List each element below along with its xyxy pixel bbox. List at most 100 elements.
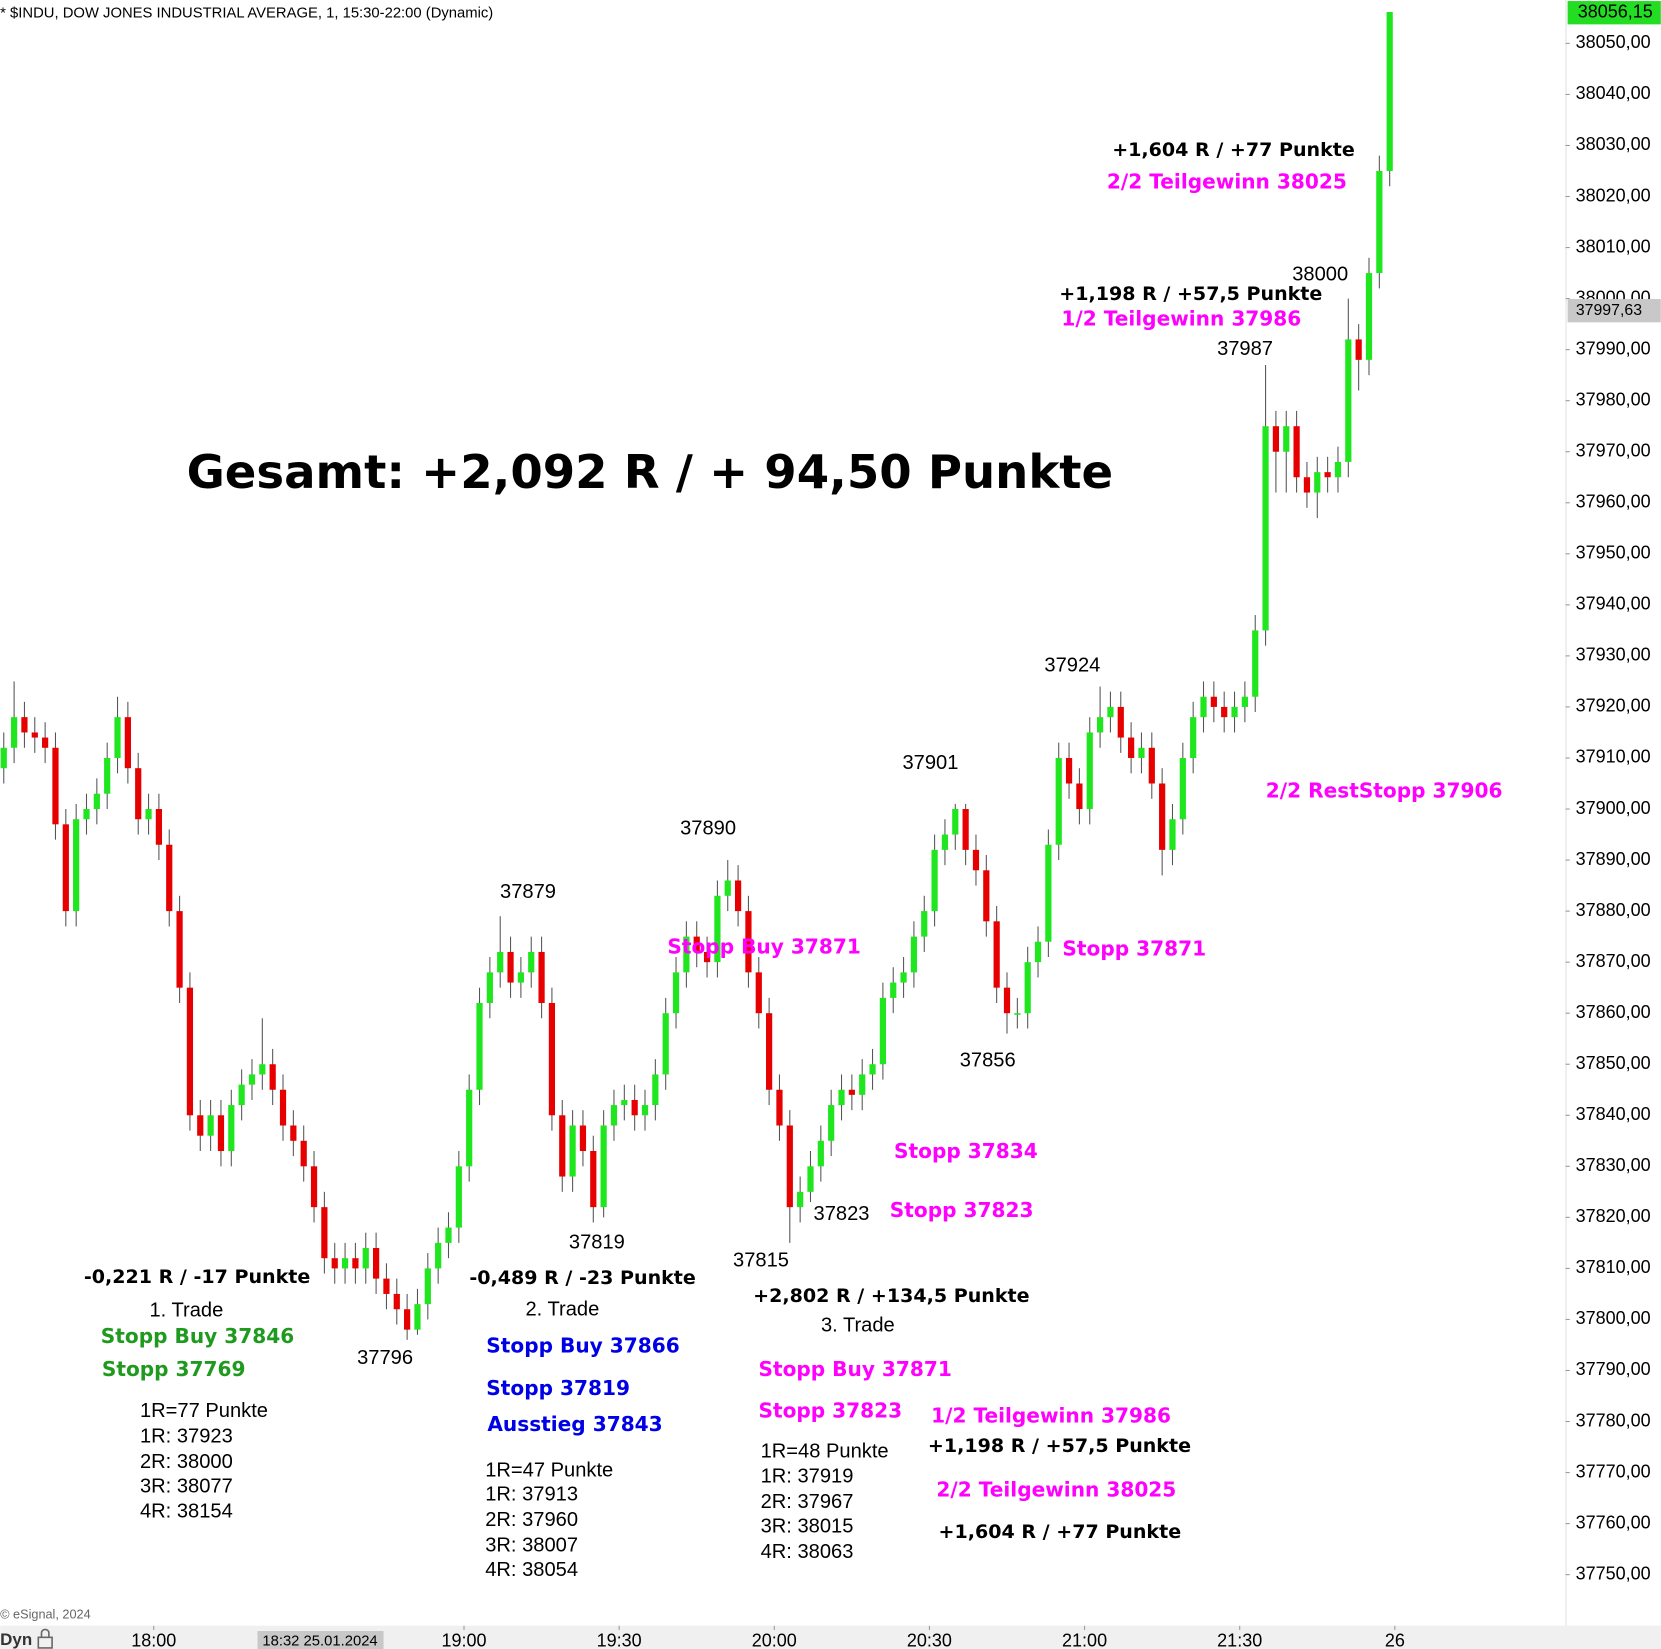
annotation: 1R: 37923 [140, 1425, 233, 1447]
candle-body [1045, 844, 1052, 942]
candle-body [517, 972, 524, 983]
y-tick-label: 37880,00 [1576, 900, 1651, 920]
candle-body [331, 1258, 338, 1269]
candle-body [1107, 706, 1114, 718]
last-price-box [1567, 1, 1661, 25]
y-tick-label: 37930,00 [1576, 645, 1651, 665]
candle-body [652, 1074, 659, 1106]
candle-body [124, 717, 131, 769]
y-tick-label: 37830,00 [1576, 1155, 1651, 1175]
annotation: 37819 [569, 1232, 625, 1254]
candle-body [114, 717, 121, 758]
candle-body [1200, 696, 1207, 718]
candle-body [1231, 706, 1238, 718]
annotation: 37901 [903, 752, 959, 774]
annotation: 2/2 RestStopp 37906 [1266, 779, 1503, 803]
chart-title: * $INDU, DOW JONES INDUSTRIAL AVERAGE, 1… [0, 6, 493, 22]
annotation: 1R=48 Punkte [761, 1440, 889, 1462]
candle-body [341, 1258, 349, 1269]
candle-body [497, 951, 504, 973]
y-tick-label: 38050,00 [1576, 32, 1651, 52]
candle-body [641, 1105, 649, 1116]
candle-body [528, 951, 535, 973]
candle-body [0, 747, 7, 769]
annotation: 1/2 Teilgewinn 37986 [931, 1404, 1171, 1428]
annotation: 38000 [1292, 264, 1348, 286]
candle-body [693, 936, 700, 952]
candle-body [1272, 426, 1280, 452]
candle-body [776, 1089, 783, 1126]
candle-body [1345, 339, 1352, 462]
x-tick-label: 19:00 [441, 1630, 486, 1649]
annotation: Stopp Buy 37866 [486, 1334, 679, 1358]
candle-body [786, 1125, 793, 1208]
lock-icon [37, 1628, 53, 1649]
candle-body [890, 982, 897, 998]
candle-body [993, 921, 1000, 988]
x-tick-label: 20:30 [907, 1630, 952, 1649]
candle-body [155, 809, 163, 845]
candle-body [1128, 737, 1135, 758]
annotation: 1/2 Teilgewinn 37986 [1061, 306, 1301, 330]
annotation: 37987 [1217, 338, 1273, 360]
candle-body [52, 747, 59, 825]
annotation: 3R: 38015 [761, 1516, 854, 1538]
annotation: 3R: 38077 [140, 1475, 233, 1497]
y-tick-label: 37840,00 [1576, 1104, 1651, 1124]
price-axis-panel [1565, 0, 1661, 1626]
y-tick-label: 37800,00 [1576, 1308, 1651, 1328]
annotation: 3. Trade [821, 1314, 895, 1336]
annotation: Stopp Buy 37846 [101, 1324, 294, 1348]
annotation: 3R: 38007 [485, 1535, 578, 1557]
candle-body [1210, 696, 1217, 707]
candle-body [393, 1293, 400, 1310]
candle-body [569, 1125, 576, 1177]
candle-body [186, 987, 194, 1116]
annotation: Stopp 37834 [894, 1139, 1038, 1163]
candle-body [921, 911, 928, 937]
candle-body [828, 1105, 835, 1141]
candle-body [455, 1166, 462, 1228]
candle-body [538, 951, 545, 1003]
candle-body [10, 717, 18, 748]
candle-body [207, 1115, 214, 1136]
candle-body [662, 1013, 669, 1075]
candle-body [21, 717, 28, 733]
candle-body [445, 1227, 452, 1243]
candle-body [1117, 706, 1124, 738]
candle-body [176, 911, 183, 988]
candle-body [362, 1247, 369, 1269]
candle-body [548, 1002, 556, 1116]
annotation: 1R: 37919 [761, 1466, 854, 1488]
crosshair-time: 18:32 25.01.2024 [262, 1634, 377, 1649]
candle-body [238, 1084, 245, 1106]
x-tick-label: 21:00 [1062, 1630, 1107, 1649]
candle-body [621, 1099, 628, 1106]
candle-body [797, 1191, 804, 1208]
annotation: 2/2 Teilgewinn 38025 [936, 1478, 1176, 1502]
candle-body [1138, 747, 1145, 758]
annotation: 37796 [357, 1347, 413, 1369]
candle-body [1034, 941, 1042, 963]
candle-body [1376, 170, 1383, 274]
candle-body [300, 1140, 307, 1167]
candle-body [1024, 962, 1031, 1014]
candle-body [672, 972, 680, 1014]
candle-body [807, 1166, 814, 1192]
y-tick-label: 37750,00 [1576, 1563, 1651, 1583]
candle-body [259, 1064, 266, 1075]
y-tick-label: 37790,00 [1576, 1359, 1651, 1379]
x-tick-label: 21:30 [1217, 1630, 1262, 1649]
candle-body [983, 870, 990, 922]
y-tick-label: 37920,00 [1576, 696, 1651, 716]
y-tick-label: 37850,00 [1576, 1053, 1651, 1073]
candle-body [600, 1125, 607, 1208]
annotation: Ausstieg 37843 [487, 1412, 662, 1436]
candle-body [1159, 783, 1166, 850]
y-tick-label: 38030,00 [1576, 134, 1651, 154]
annotation: 37879 [500, 881, 556, 903]
candle-body [972, 849, 980, 871]
annotation: +1,604 R / +77 Punkte [939, 1521, 1182, 1543]
candle-body [1262, 426, 1269, 631]
candle-body [42, 737, 49, 748]
